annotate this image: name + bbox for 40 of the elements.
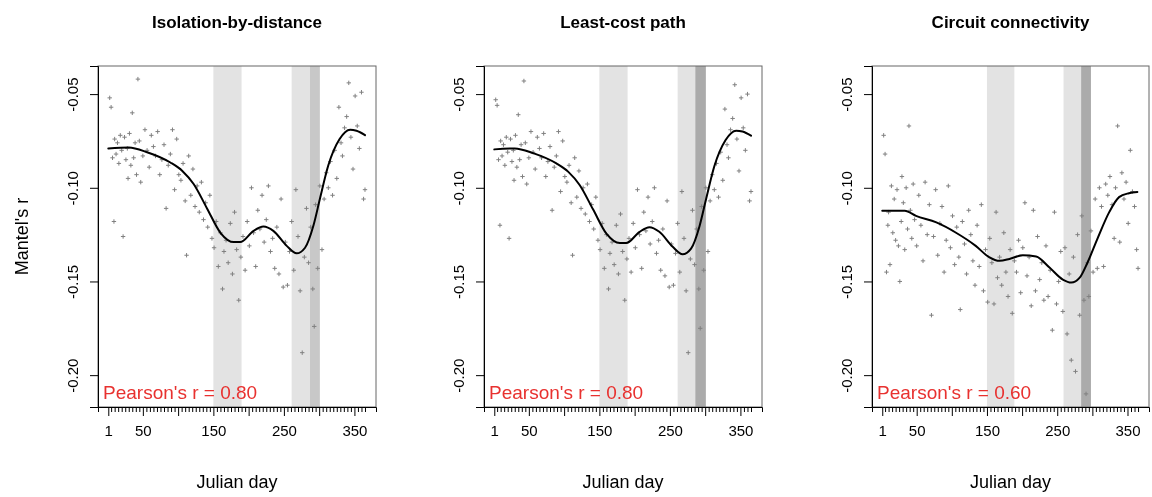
chart-title: Least-cost path: [560, 13, 686, 32]
x-axis-title: Julian day: [196, 472, 278, 492]
y-tick-label: -0.20: [450, 358, 467, 393]
x-tick-label: 50: [908, 421, 926, 439]
y-tick-label: -0.15: [838, 264, 855, 300]
x-axis-title: Julian day: [969, 472, 1052, 492]
y-tick-label: -0.15: [64, 264, 81, 300]
line-series: [107, 128, 366, 255]
y-tick-label: -0.05: [64, 77, 81, 112]
x-tick-label: 150: [201, 421, 227, 439]
chart-title: Circuit connectivity: [931, 13, 1090, 32]
line-series: [881, 190, 1139, 284]
annotation: Pearson's r = 0.80: [103, 382, 258, 403]
y-tick-label: -0.10: [450, 171, 467, 206]
annotation: Pearson's r = 0.80: [489, 382, 644, 403]
x-tick-label: 50: [521, 421, 538, 439]
y-tick-label: -0.10: [838, 171, 855, 206]
y-tick-label: -0.10: [64, 171, 81, 206]
y-axis-title: Mantel's r: [12, 197, 32, 276]
x-tick-label: 350: [1115, 421, 1141, 439]
x-tick-label: 350: [728, 421, 754, 439]
x-tick-label: 250: [657, 421, 683, 439]
chart-title: Isolation-by-distance: [151, 13, 323, 32]
y-tick-label: -0.15: [450, 264, 467, 300]
x-tick-label: 1: [104, 421, 113, 439]
x-tick-label: 150: [587, 421, 613, 439]
x-axis-title: Julian day: [582, 472, 664, 492]
x-tick-label: 1: [490, 421, 499, 439]
x-tick-label: 50: [135, 421, 152, 439]
x-tick-label: 150: [974, 421, 1000, 439]
x-tick-label: 1: [878, 421, 887, 439]
x-tick-label: 250: [1045, 421, 1071, 439]
y-tick-label: -0.05: [450, 77, 467, 112]
y-tick-label: -0.20: [64, 358, 81, 393]
x-tick-label: 250: [271, 421, 297, 439]
y-tick-label: -0.20: [838, 358, 855, 393]
line-series: [493, 129, 752, 256]
x-tick-label: 350: [342, 421, 368, 439]
y-tick-label: -0.05: [838, 77, 855, 112]
annotation: Pearson's r = 0.60: [877, 382, 1032, 403]
